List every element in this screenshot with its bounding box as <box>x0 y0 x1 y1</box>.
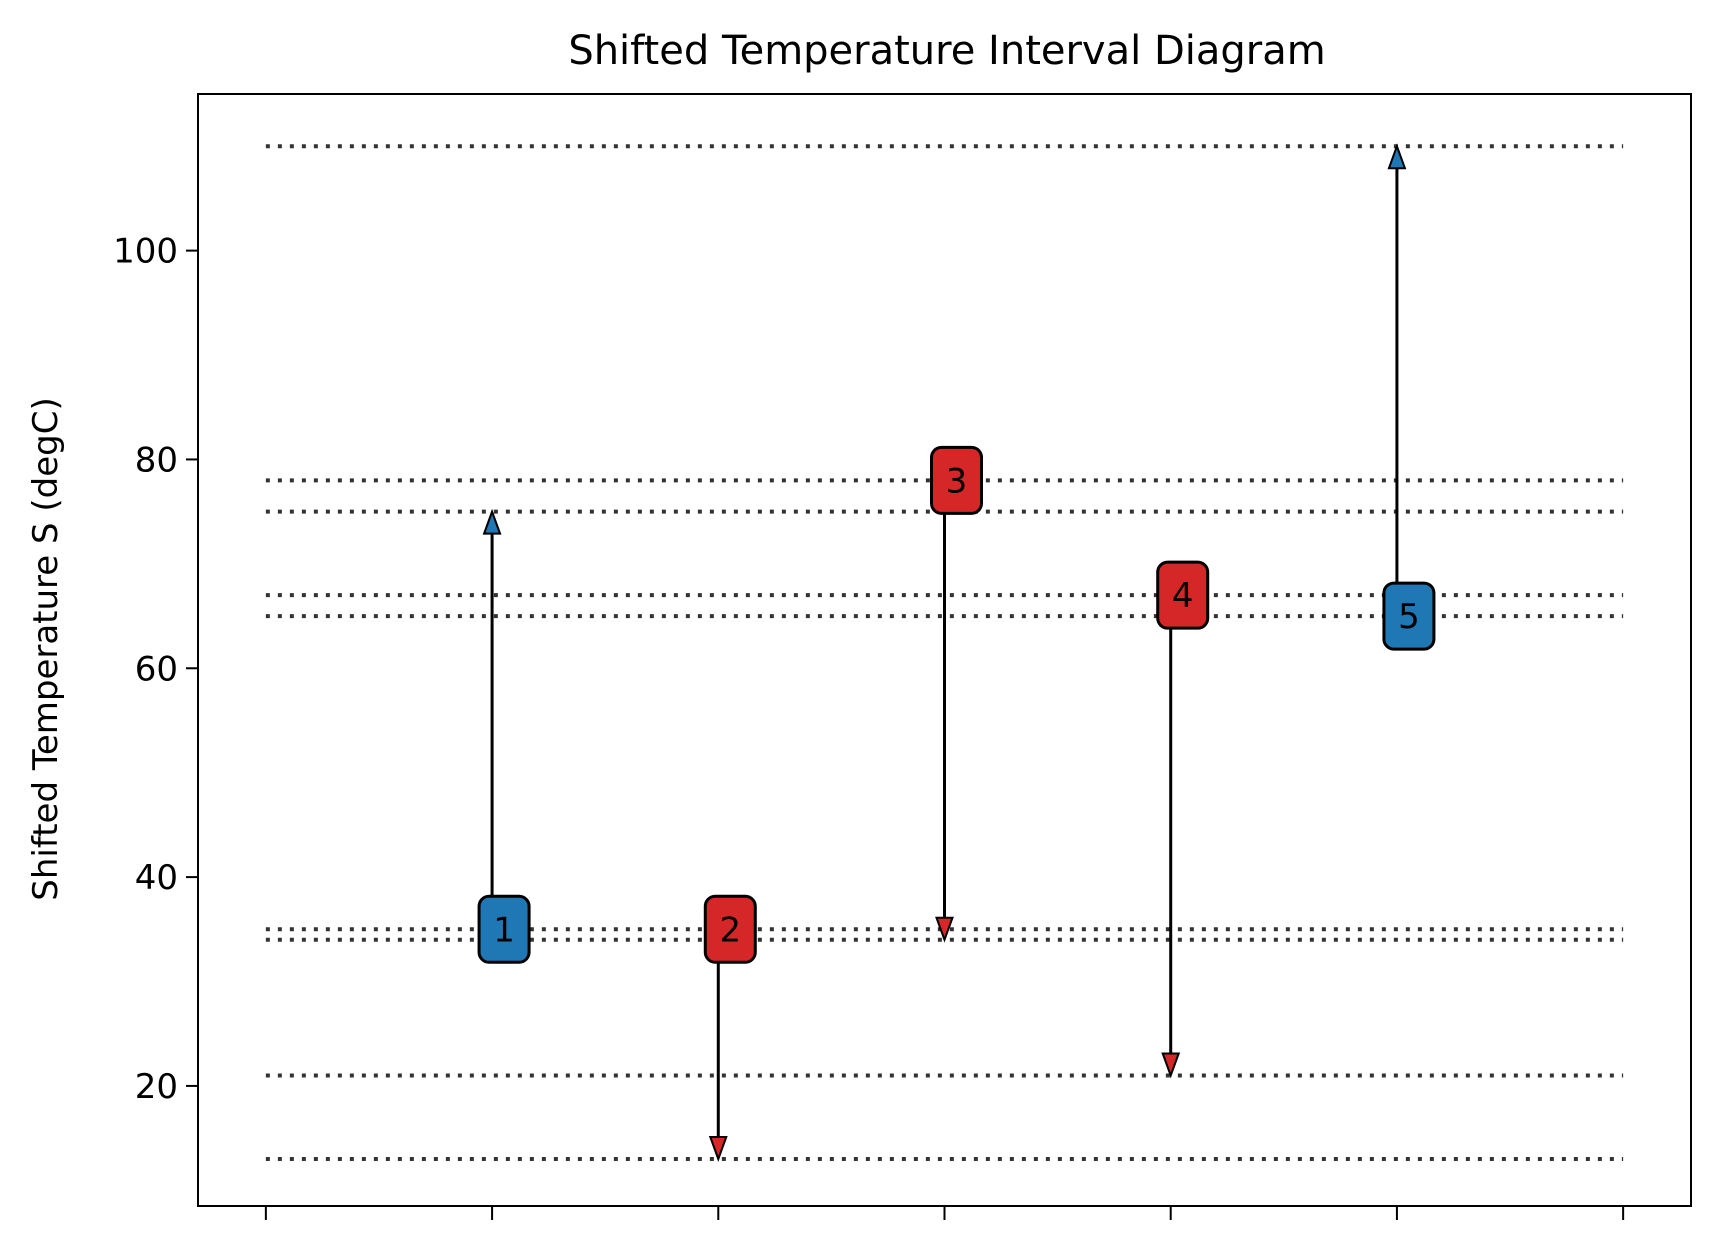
stream-5: 5 <box>1382 143 1436 651</box>
stream-label: 3 <box>946 461 968 501</box>
x-ticks <box>264 1206 1625 1220</box>
stream-label: 2 <box>719 910 741 950</box>
y-axis-label: Shifted Temperature S (degC) <box>26 397 66 901</box>
y-tick-label: 60 <box>135 649 178 689</box>
stream-badge <box>1156 560 1210 630</box>
stream-badge <box>703 894 757 964</box>
y-tick-label: 40 <box>135 858 178 898</box>
chart-title: Shifted Temperature Interval Diagram <box>568 28 1325 74</box>
stream-2: 2 <box>703 894 757 1162</box>
stream-badge <box>1382 581 1436 651</box>
arrow-head <box>1387 143 1407 170</box>
stream-arrows: 1 2 3 4 5 <box>477 143 1436 1162</box>
stream-badge <box>930 445 983 515</box>
arrow-head <box>1161 1052 1181 1079</box>
stream-label: 1 <box>493 910 515 950</box>
stream-1: 1 <box>477 508 531 964</box>
y-tick-label: 20 <box>135 1067 178 1107</box>
y-tick-label: 100 <box>113 232 178 272</box>
y-ticks: 20 40 60 80 100 <box>113 232 198 1107</box>
stream-3: 3 <box>930 445 983 943</box>
stream-label: 5 <box>1398 597 1420 637</box>
arrow-head <box>935 916 954 943</box>
stream-badge <box>477 894 531 964</box>
arrow-head <box>708 1136 728 1162</box>
stream-4: 4 <box>1156 560 1210 1079</box>
arrow-head <box>482 508 502 535</box>
y-tick-label: 80 <box>135 440 178 480</box>
stream-label: 4 <box>1172 576 1194 616</box>
